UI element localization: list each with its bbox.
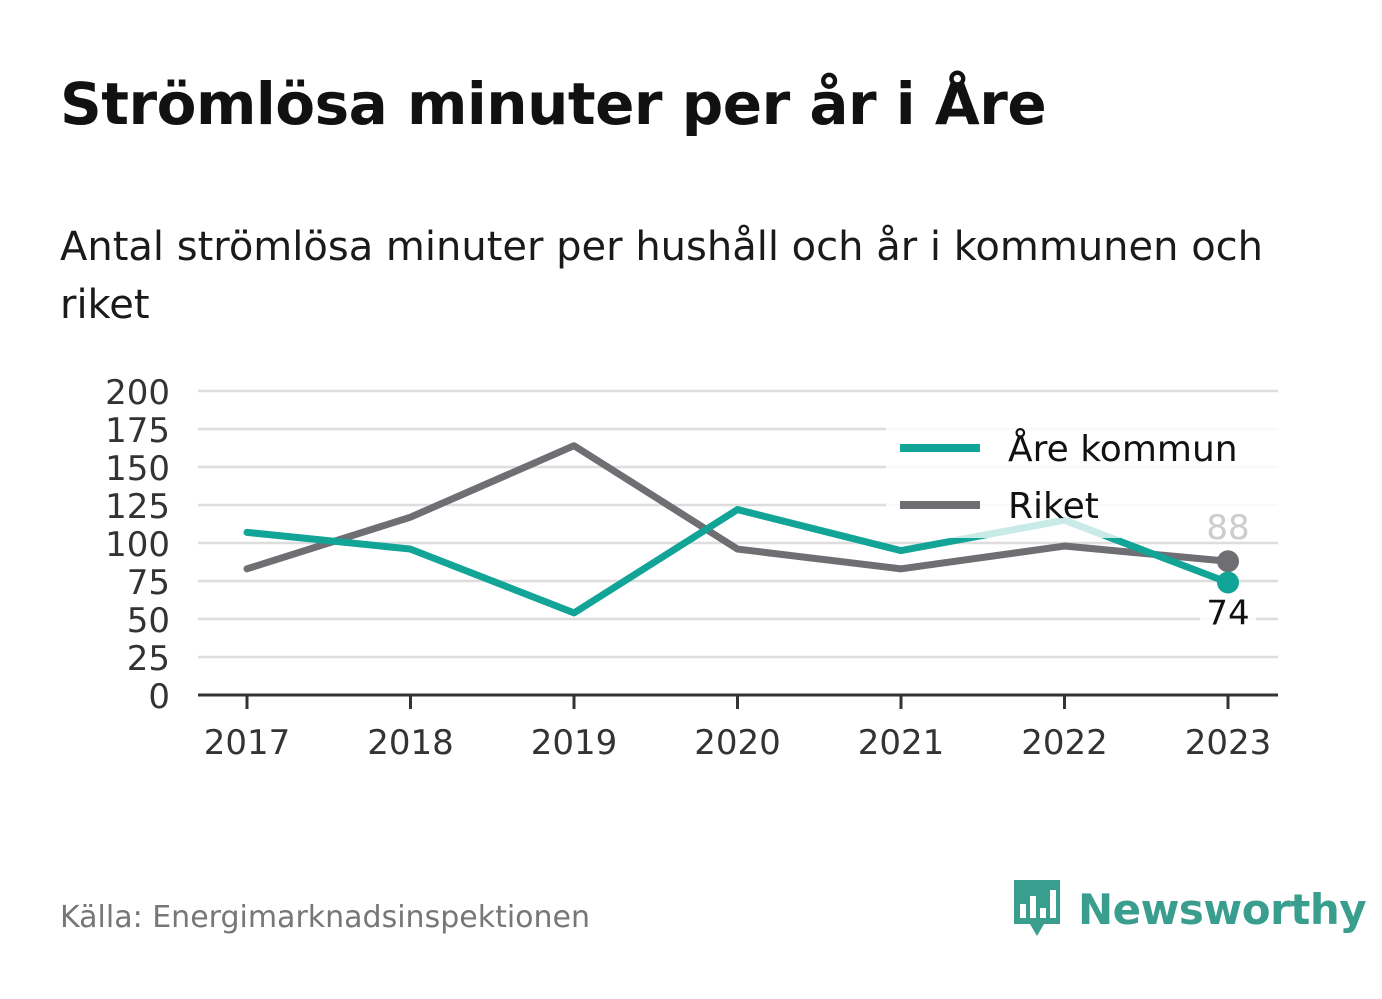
x-tick-label: 2018 bbox=[367, 723, 454, 763]
legend: Åre kommun Riket bbox=[886, 420, 1278, 538]
chart-subtitle: Antal strömlösa minuter per hushåll och … bbox=[60, 224, 1264, 328]
legend-background bbox=[886, 420, 1278, 538]
y-tick-label: 50 bbox=[127, 601, 170, 641]
brand-name: Newsworthy bbox=[1078, 884, 1367, 934]
x-tick-labels: 2017 2018 2019 2020 2021 2022 2023 bbox=[204, 695, 1272, 763]
legend-label: Riket bbox=[1008, 486, 1099, 527]
y-tick-label: 175 bbox=[105, 411, 170, 451]
legend-label: Åre kommun bbox=[1008, 427, 1238, 470]
end-labels: 88 74 bbox=[1200, 508, 1256, 634]
end-point-are-kommun bbox=[1217, 571, 1239, 594]
y-tick-label: 200 bbox=[105, 373, 170, 413]
y-tick-label: 0 bbox=[148, 677, 170, 717]
source-note: Källa: Energimarknadsinspektionen bbox=[60, 900, 591, 935]
y-tick-label: 25 bbox=[127, 639, 170, 679]
x-tick-label: 2022 bbox=[1021, 723, 1108, 763]
bar-chart-speech-bubble-icon bbox=[1014, 880, 1060, 936]
series-line-are-kommun-faded bbox=[949, 516, 1122, 538]
x-tick-label: 2017 bbox=[204, 723, 291, 763]
y-tick-label: 150 bbox=[105, 449, 170, 489]
end-label-background bbox=[1200, 596, 1256, 633]
x-tick-label: 2020 bbox=[694, 723, 781, 763]
brand-logo: Newsworthy bbox=[1010, 878, 1367, 940]
y-tick-label: 75 bbox=[127, 563, 170, 603]
end-label-riket: 88 bbox=[1206, 508, 1249, 548]
x-tick-label: 2023 bbox=[1185, 723, 1272, 763]
y-tick-label: 125 bbox=[105, 487, 170, 527]
x-tick-label: 2019 bbox=[531, 723, 618, 763]
y-tick-label: 100 bbox=[105, 525, 170, 565]
x-tick-label: 2021 bbox=[858, 723, 945, 763]
end-label-are-kommun: 74 bbox=[1206, 594, 1249, 634]
end-point-riket bbox=[1217, 550, 1239, 573]
chart-title: Strömlösa minuter per år i Åre bbox=[60, 70, 1047, 138]
series-line-riket bbox=[243, 442, 1232, 573]
